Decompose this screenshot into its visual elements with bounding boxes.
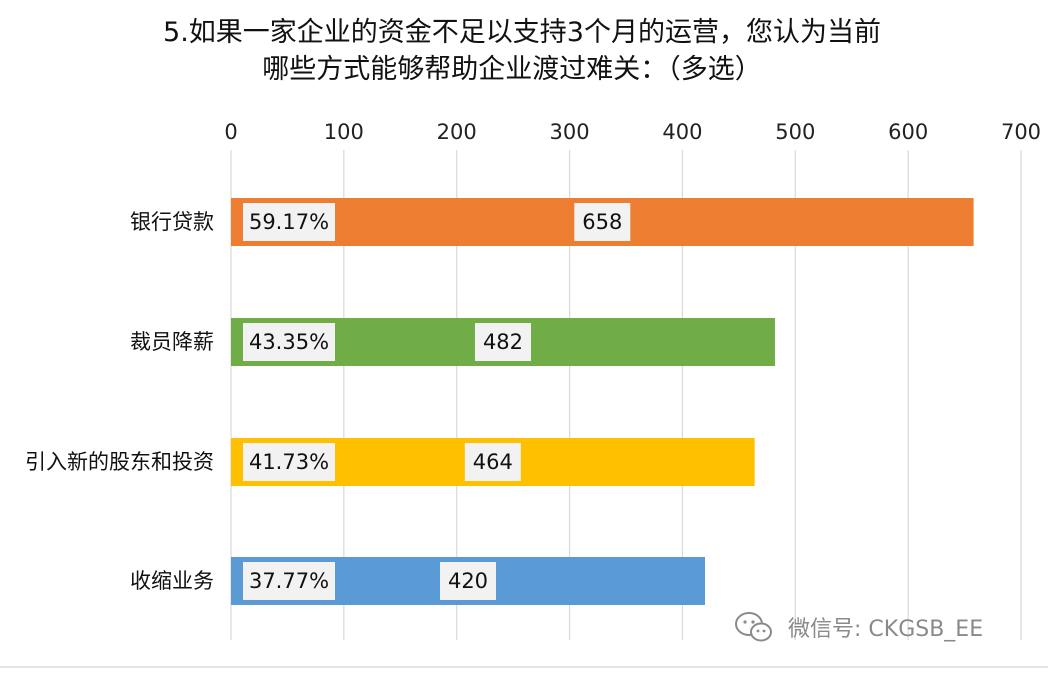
category-label: 收缩业务 [130,569,214,593]
value-label-box [474,323,531,361]
category-label: 银行贷款 [130,210,214,234]
watermark-text: 微信号: CKGSB_EE [788,617,983,642]
bars [231,198,974,605]
percent-label-box [243,562,335,600]
value-label: 420 [448,569,488,593]
percent-label: 59.17% [249,210,329,234]
x-tick-label: 700 [1001,120,1041,144]
value-label: 482 [483,330,523,354]
value-label: 658 [582,210,622,234]
wechat-icon [735,612,772,642]
chart-title-line-2: 哪些方式能够帮助企业渡过难关：（多选） [262,54,762,85]
percent-label-box [243,203,335,241]
value-label: 464 [473,450,513,474]
category-label: 裁员降薪 [130,330,214,354]
percent-label: 43.35% [249,330,329,354]
x-tick-label: 500 [775,120,815,144]
percent-label-box [243,443,335,481]
x-tick-label: 100 [324,120,364,144]
data-labels: 59.17% 658 43.35% 482 41.73% 464 37.77% 420 [243,203,631,600]
x-tick-label: 600 [888,120,928,144]
value-label-box [464,443,521,481]
x-tick-label: 400 [662,120,702,144]
percent-label: 41.73% [249,450,329,474]
watermark: 微信号: CKGSB_EE [735,612,983,642]
bottom-divider [0,666,1048,668]
x-tick-label: 200 [437,120,477,144]
value-label-box [440,562,496,600]
x-tick-label: 0 [224,120,237,144]
category-label: 引入新的股东和投资 [25,450,214,474]
x-tick-label: 300 [550,120,590,144]
percent-label-box [243,323,335,361]
x-axis-ticks: 0 100 200 300 400 500 600 700 [224,120,1041,144]
percent-label: 37.77% [249,569,329,593]
value-label-box [574,203,631,241]
chart-title-line-1: 5.如果一家企业的资金不足以支持3个月的运营，您认为当前 [163,17,881,48]
